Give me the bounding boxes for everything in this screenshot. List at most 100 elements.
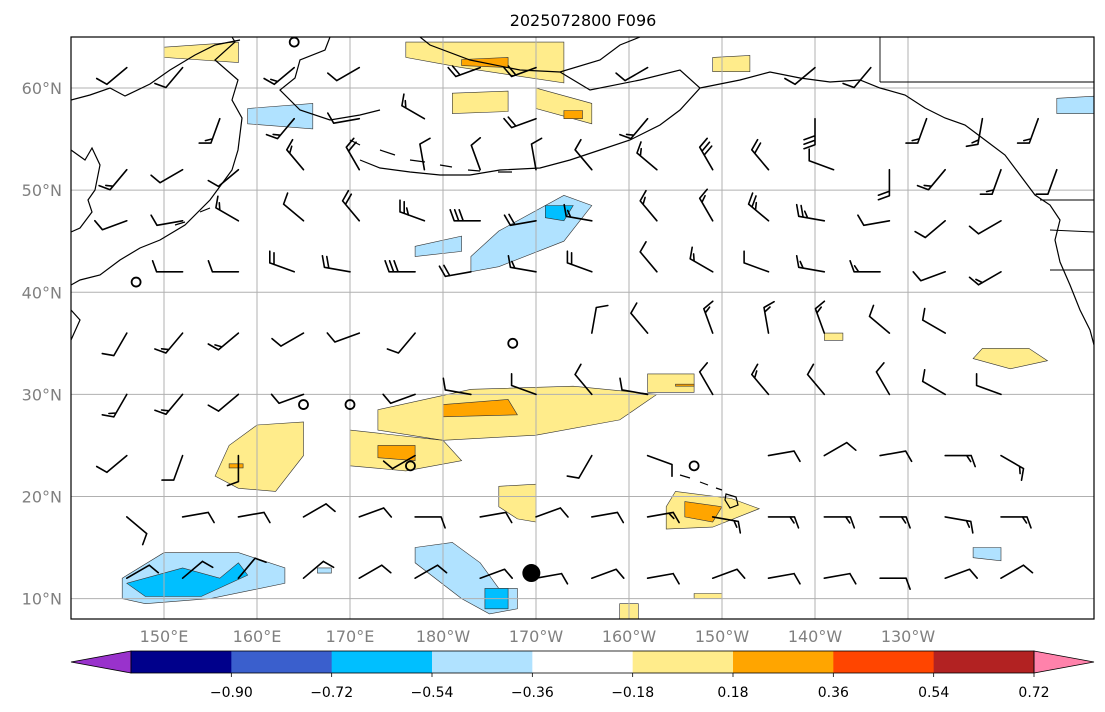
wind-barb	[763, 300, 775, 334]
wind-barb	[479, 511, 513, 524]
wind-barb	[1000, 564, 1034, 579]
wind-barb	[767, 516, 800, 529]
wind-barb	[803, 117, 816, 150]
latitude-tick-label: 60°N	[22, 79, 62, 98]
wind-barb	[470, 137, 482, 171]
wind-barb	[126, 516, 148, 546]
colorbar-extend-high	[1033, 650, 1095, 674]
wind-barb	[868, 304, 891, 334]
wind-barb	[154, 332, 184, 354]
wind-barb	[269, 250, 295, 273]
anomaly-region	[377, 445, 416, 462]
longitude-tick-label: 170°W	[509, 627, 564, 646]
wind-barb	[438, 264, 472, 278]
anomaly-region	[228, 463, 244, 469]
wind-barb	[879, 516, 911, 529]
wind-barb	[591, 568, 625, 579]
wind-barb	[207, 393, 240, 412]
longitude-tick-label: 140°W	[788, 627, 843, 646]
longitude-tick-label: 180°W	[416, 627, 471, 646]
wind-barb	[507, 255, 537, 273]
wind-barb	[530, 137, 543, 171]
wind-barb	[1000, 516, 1032, 529]
colorbar-bin	[933, 651, 1035, 673]
longitude-tick-label: 150°W	[695, 627, 750, 646]
wind-barb	[161, 454, 184, 481]
colorbar-outline	[130, 650, 1035, 674]
wind-barb	[615, 66, 649, 82]
colorbar-bin	[331, 651, 433, 673]
wind-barb	[751, 138, 770, 171]
longitude-tick-label: 170°E	[326, 627, 375, 646]
anomaly-region	[1056, 95, 1094, 114]
anomaly-region	[675, 383, 695, 387]
wind-barb	[646, 511, 680, 524]
colorbar-tick-label: −0.54	[411, 685, 454, 701]
anomaly-region	[823, 332, 844, 341]
wind-barb	[689, 246, 714, 273]
wind-barb	[806, 363, 826, 396]
wind-barb	[849, 260, 881, 273]
latitude-tick-label: 30°N	[22, 385, 62, 404]
wind-barb	[767, 450, 801, 463]
anomaly-region	[317, 567, 332, 574]
wind-barb	[743, 250, 770, 273]
wind-barb	[1035, 168, 1058, 195]
wind-barb	[619, 117, 649, 140]
wind-barb	[535, 572, 569, 585]
wind-barb	[914, 220, 946, 239]
wind-barb	[1000, 454, 1025, 481]
wind-barb	[630, 302, 649, 334]
wind-barb	[823, 572, 857, 585]
colorbar-tick-label: 0.54	[918, 685, 949, 701]
wind-barb	[646, 454, 673, 477]
colorbar-bin	[632, 651, 734, 673]
wind-barb	[302, 503, 336, 518]
wind-barb	[711, 516, 742, 534]
wind-barb	[341, 189, 361, 222]
wind-barb	[282, 192, 305, 222]
wind-barb	[449, 209, 481, 222]
wind-barb	[574, 363, 593, 396]
longitude-tick-label: 150°E	[140, 627, 189, 646]
longitude-tick-label: 160°W	[602, 627, 657, 646]
wind-barb	[639, 189, 658, 222]
wind-barb	[399, 199, 426, 222]
wind-barb	[150, 168, 184, 184]
colorbar-bin	[733, 651, 834, 673]
colorbar-bin	[833, 651, 935, 673]
wind-barb	[795, 203, 826, 222]
wind-barb	[226, 454, 240, 487]
wind-barb	[566, 250, 593, 273]
colorbar-tick-label: −0.72	[310, 685, 353, 701]
calm-wind-circle	[130, 276, 142, 288]
wind-barb	[270, 393, 305, 405]
alaska-coastline	[279, 37, 1094, 346]
wind-barb	[358, 564, 392, 579]
wind-barb	[751, 363, 770, 396]
colorbar-tick-labels: −0.90 −0.72 −0.54 −0.36 −0.18 0.18 0.36 0.54 0.7…	[210, 673, 1050, 701]
wind-barb	[150, 214, 184, 227]
wind-barb	[703, 300, 714, 334]
wind-barb	[151, 260, 184, 273]
wind-barb	[419, 137, 431, 171]
wind-barb	[154, 393, 184, 416]
wind-barb	[327, 66, 361, 82]
wind-barb	[510, 373, 537, 396]
wind-barb	[823, 516, 856, 529]
colorbar-tick-label: 0.18	[717, 685, 748, 701]
wind-barb	[591, 511, 625, 524]
wind-barb	[503, 213, 537, 227]
wind-barb	[879, 450, 913, 463]
anomaly-region	[712, 55, 751, 72]
wind-barb	[921, 307, 946, 334]
wind-barb	[286, 138, 305, 171]
wind-barb	[784, 66, 816, 86]
wind-barb	[181, 560, 214, 579]
wind-barb	[698, 188, 714, 222]
calm-wind-circle	[507, 337, 519, 349]
anomaly-region	[972, 348, 1049, 370]
wind-barb	[646, 572, 680, 585]
wind-barb	[767, 572, 801, 585]
